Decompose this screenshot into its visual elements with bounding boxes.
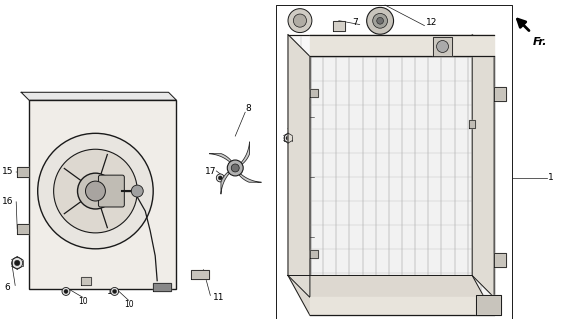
Polygon shape [333, 20, 345, 31]
Polygon shape [433, 36, 452, 56]
Text: 13: 13 [287, 128, 298, 137]
Text: 3: 3 [468, 295, 474, 304]
Circle shape [377, 18, 383, 24]
Text: 15: 15 [2, 167, 13, 176]
Text: 7: 7 [352, 18, 358, 27]
Text: 5: 5 [120, 108, 126, 117]
Polygon shape [237, 171, 262, 182]
Text: 8: 8 [245, 104, 251, 113]
Circle shape [216, 174, 224, 182]
Circle shape [293, 14, 306, 27]
Circle shape [21, 227, 25, 231]
Circle shape [316, 300, 320, 304]
Text: 10: 10 [124, 300, 133, 309]
Bar [288, 35, 472, 276]
Polygon shape [288, 35, 310, 297]
Text: 4: 4 [337, 250, 343, 259]
Circle shape [437, 41, 448, 52]
Polygon shape [238, 142, 249, 167]
Text: 14: 14 [107, 287, 118, 296]
Circle shape [21, 171, 25, 174]
Circle shape [284, 134, 292, 142]
Text: Fr.: Fr. [533, 36, 548, 46]
Text: 9: 9 [160, 154, 165, 163]
Circle shape [227, 160, 243, 176]
Circle shape [288, 9, 312, 33]
Polygon shape [494, 252, 506, 267]
Circle shape [314, 299, 322, 306]
Polygon shape [472, 35, 494, 297]
Polygon shape [81, 277, 91, 285]
Bar [310, 56, 494, 297]
Circle shape [14, 260, 20, 266]
Polygon shape [476, 295, 501, 315]
Circle shape [53, 149, 137, 233]
Text: 1: 1 [548, 173, 554, 182]
Polygon shape [221, 169, 233, 194]
Circle shape [218, 176, 222, 180]
Circle shape [367, 7, 394, 34]
Circle shape [12, 258, 23, 268]
Circle shape [372, 300, 376, 304]
Circle shape [111, 287, 118, 295]
Circle shape [78, 173, 113, 209]
Polygon shape [310, 89, 318, 97]
Polygon shape [469, 120, 475, 128]
Circle shape [85, 181, 106, 201]
FancyBboxPatch shape [99, 175, 124, 207]
Polygon shape [209, 154, 234, 165]
Text: 16: 16 [2, 197, 13, 206]
Circle shape [286, 136, 290, 140]
Text: 4: 4 [444, 74, 450, 83]
Text: 2: 2 [494, 307, 500, 316]
Polygon shape [494, 87, 506, 101]
Text: 4: 4 [325, 61, 331, 70]
Polygon shape [310, 297, 494, 315]
Circle shape [62, 287, 70, 295]
Circle shape [131, 185, 143, 197]
Text: 17: 17 [205, 167, 216, 176]
Bar [29, 100, 176, 289]
Polygon shape [21, 92, 176, 100]
Polygon shape [17, 224, 29, 234]
Text: 6: 6 [5, 283, 10, 292]
Text: 12: 12 [426, 18, 437, 27]
Polygon shape [17, 167, 29, 177]
Circle shape [484, 301, 492, 309]
Polygon shape [191, 269, 209, 279]
Polygon shape [310, 35, 494, 56]
Text: 10: 10 [78, 297, 88, 306]
Polygon shape [310, 250, 318, 258]
Circle shape [64, 289, 68, 293]
Circle shape [38, 133, 153, 249]
Circle shape [231, 164, 239, 172]
Circle shape [373, 13, 387, 28]
Polygon shape [288, 276, 494, 315]
Circle shape [113, 289, 117, 293]
Circle shape [20, 225, 27, 232]
Circle shape [486, 303, 490, 307]
Text: 11: 11 [212, 293, 224, 302]
Circle shape [371, 299, 378, 306]
Circle shape [20, 169, 27, 176]
Polygon shape [153, 283, 171, 291]
